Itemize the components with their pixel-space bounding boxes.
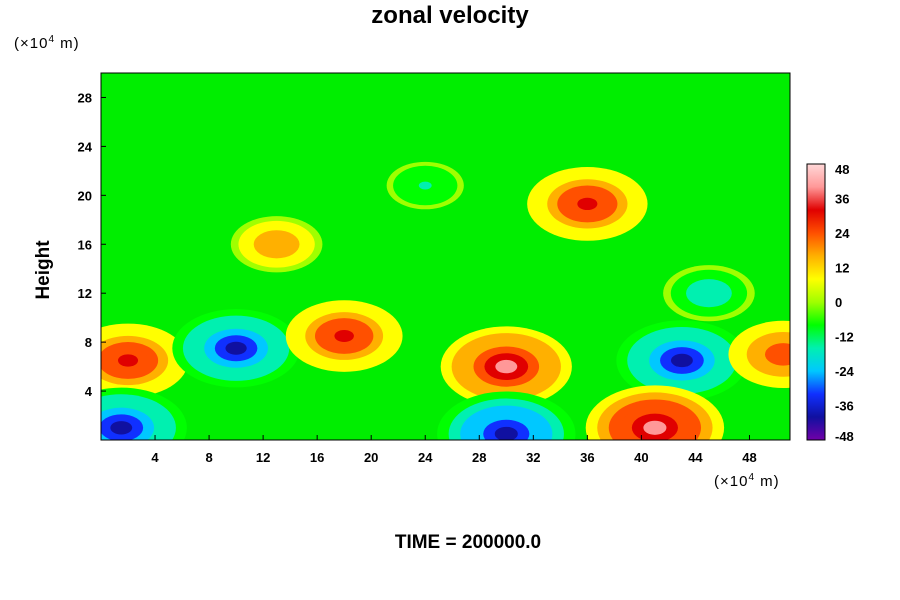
field-feature-12 xyxy=(386,161,464,210)
field-feature-1 xyxy=(172,309,300,388)
y-unit-suffix: m) xyxy=(55,35,80,52)
y-tick-label: 4 xyxy=(85,384,93,399)
x-tick-label: 4 xyxy=(151,450,159,465)
x-tick-label: 40 xyxy=(634,450,648,465)
field-feature-2 xyxy=(285,300,403,372)
plot-frame xyxy=(100,72,791,441)
colorbar-ticks: 48 36 24 12 0 -12 -24 -36 -48 xyxy=(835,162,855,444)
x-tick-label: 20 xyxy=(364,450,378,465)
x-tick-label: 36 xyxy=(580,450,594,465)
field-feature-8 xyxy=(101,387,187,440)
chart-title: zonal velocity xyxy=(371,2,529,29)
field-feature-0 xyxy=(101,323,189,398)
y-tick-label: 16 xyxy=(78,237,92,252)
y-tick-label: 12 xyxy=(78,286,92,301)
field-feature-6 xyxy=(585,385,725,440)
field-feature-11 xyxy=(663,265,755,322)
colorbar-tick-label: -36 xyxy=(835,399,854,414)
y-tick-label: 28 xyxy=(78,90,92,105)
colorbar-tick-label: -12 xyxy=(835,330,854,345)
y-unit-exponent: 4 xyxy=(48,34,56,45)
field-feature-4 xyxy=(616,320,748,401)
x-tick-label: 16 xyxy=(310,450,324,465)
field-feature-5 xyxy=(728,320,790,388)
field-feature-3 xyxy=(440,326,572,407)
x-tick-label: 28 xyxy=(472,450,486,465)
colorbar-tick-label: -24 xyxy=(835,364,855,379)
x-unit-exponent: 4 xyxy=(748,472,756,483)
y-unit-prefix: (×10 xyxy=(14,35,49,52)
colorbar-tick-label: 48 xyxy=(835,162,849,177)
field-feature-10 xyxy=(230,216,323,273)
colorbar-tick-label: 0 xyxy=(835,295,842,310)
x-unit-prefix: (×10 xyxy=(714,473,749,490)
x-tick-label: 8 xyxy=(205,450,212,465)
colorbar-tick-label: 36 xyxy=(835,192,849,207)
colorbar-tick-label: -48 xyxy=(835,429,854,444)
colorbar-tick-label: 24 xyxy=(835,226,850,241)
x-tick-label: 24 xyxy=(418,450,433,465)
y-tick-label: 20 xyxy=(78,188,92,203)
velocity-field xyxy=(101,161,790,440)
x-axis-ticks: 4 8 12 16 20 24 28 32 36 40 44 48 xyxy=(151,435,757,465)
field-feature-9 xyxy=(527,166,648,241)
y-tick-label: 8 xyxy=(85,335,92,350)
y-axis-unit: (×104 m) xyxy=(14,34,80,52)
y-tick-label: 24 xyxy=(78,139,93,154)
x-unit-suffix: m) xyxy=(755,473,780,490)
x-axis-unit: (×104 m) xyxy=(714,472,780,490)
y-axis-ticks: 4 8 12 16 20 24 28 xyxy=(78,90,106,399)
x-tick-label: 44 xyxy=(688,450,703,465)
x-tick-label: 32 xyxy=(526,450,540,465)
x-tick-label: 12 xyxy=(256,450,270,465)
colorbar xyxy=(806,163,826,441)
x-tick-label: 48 xyxy=(742,450,756,465)
time-label: TIME = 200000.0 xyxy=(394,532,542,553)
field-feature-7 xyxy=(437,391,576,440)
colorbar-tick-label: 12 xyxy=(835,261,849,276)
